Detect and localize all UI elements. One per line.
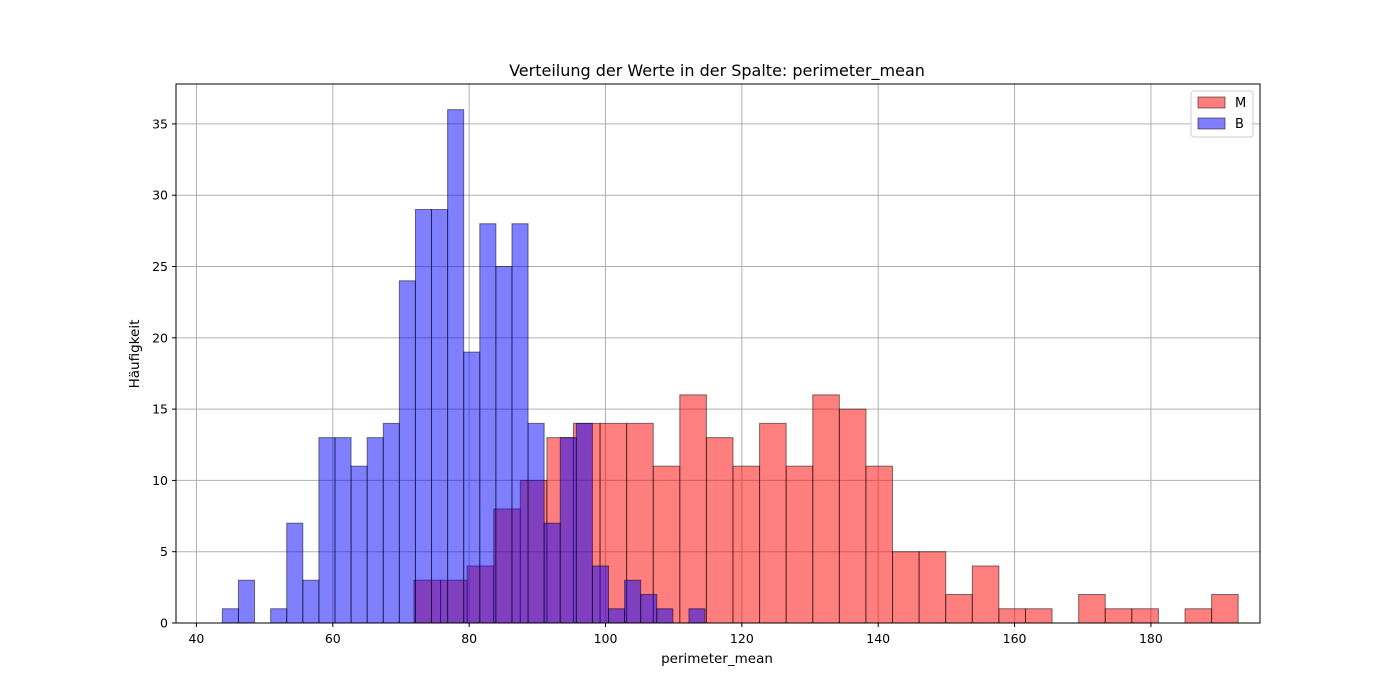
legend: M B: [1190, 90, 1254, 138]
bar-b: [495, 266, 513, 624]
bar-m: [1104, 608, 1133, 624]
x-tick-label: 180: [1139, 631, 1163, 646]
y-tick-label: 30: [152, 188, 168, 203]
bar-m: [705, 437, 734, 624]
bar-m: [892, 551, 920, 624]
x-tick-label: 100: [594, 631, 618, 646]
bar-b: [656, 608, 674, 624]
x-tick-label: 160: [1003, 631, 1027, 646]
y-tick-label: 15: [152, 402, 168, 417]
axis-ticks: 40 60 80 100 120 140 160 180 0 5 10 15 20 25 30 35: [152, 116, 1163, 646]
series-b: [221, 109, 706, 624]
bar-m: [1078, 593, 1106, 624]
y-tick-label: 5: [160, 544, 168, 559]
bar-m: [1184, 608, 1213, 624]
x-tick-label: 40: [188, 631, 204, 646]
bar-b: [414, 208, 433, 624]
bar-b: [543, 522, 561, 624]
bar-m: [971, 565, 1000, 624]
bar-b: [221, 608, 239, 624]
bar-b: [479, 223, 497, 624]
bar-b: [382, 422, 400, 624]
bar-b: [463, 351, 481, 624]
bar-m: [918, 551, 947, 624]
bar-b: [350, 465, 368, 624]
bar-m: [652, 465, 681, 624]
bar-m: [865, 465, 894, 624]
bar-b: [366, 437, 384, 624]
y-axis-label: Häufigkeit: [127, 320, 143, 389]
bar-m: [1211, 593, 1239, 624]
legend-label-m: M: [1235, 96, 1246, 111]
y-tick-label: 35: [152, 116, 168, 131]
bar-b: [237, 579, 256, 624]
x-axis-label: perimeter_mean: [661, 651, 773, 667]
bar-b: [591, 565, 610, 624]
bar-b: [318, 437, 336, 624]
legend-label-b: B: [1235, 117, 1244, 132]
bar-b: [608, 608, 626, 624]
bar-b: [334, 437, 352, 624]
x-tick-label: 120: [730, 631, 754, 646]
plot-frame: [175, 83, 1261, 624]
bar-m: [759, 422, 787, 624]
bar-m: [812, 394, 840, 624]
bar-b: [302, 579, 320, 624]
legend-swatch-b: [1197, 117, 1226, 130]
bar-m: [732, 465, 761, 624]
y-tick-label: 20: [152, 330, 168, 345]
bar-b: [270, 608, 288, 624]
y-tick-label: 0: [160, 616, 168, 631]
chart-title: Verteilung der Werte in der Spalte: peri…: [509, 61, 925, 81]
bar-b: [640, 593, 658, 624]
legend-swatch-m: [1197, 96, 1226, 109]
bar-b: [527, 422, 545, 624]
x-tick-label: 60: [325, 631, 341, 646]
y-tick-label: 25: [152, 259, 168, 274]
x-tick-label: 140: [866, 631, 890, 646]
bar-b: [431, 208, 449, 624]
bar-b: [575, 422, 593, 624]
y-tick-label: 10: [152, 473, 168, 488]
bar-m: [679, 394, 707, 624]
bar-b: [559, 437, 577, 624]
bar-m: [785, 465, 814, 624]
bar-m: [1131, 608, 1159, 624]
bar-m: [838, 408, 867, 624]
bar-b: [624, 579, 642, 624]
x-tick-label: 80: [461, 631, 477, 646]
bar-b: [447, 109, 465, 624]
bar-m: [998, 608, 1026, 624]
bar-b: [511, 223, 529, 624]
bar-b: [286, 522, 304, 624]
bar-m: [1024, 608, 1053, 624]
bar-b: [688, 608, 706, 624]
bar-b: [398, 280, 416, 624]
bar-m: [945, 593, 973, 624]
